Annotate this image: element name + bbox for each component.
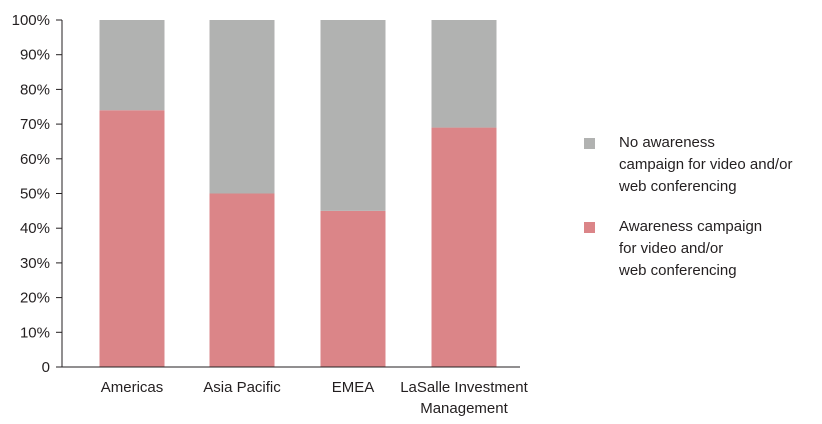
y-tick-label: 60% [20, 151, 50, 168]
bar-awareness-2 [320, 210, 386, 367]
y-tick-label: 40% [20, 220, 50, 237]
y-tick-label: 0 [42, 359, 50, 376]
x-tick-label: LaSalle Investment Management [400, 379, 528, 417]
x-tick-label: Americas [101, 379, 164, 396]
x-axis: Americas Asia Pacific EMEA LaSalle Investme… [62, 366, 529, 417]
y-tick-label: 70% [20, 116, 50, 133]
y-tick-label: 90% [20, 47, 50, 64]
bar-no-awareness-1 [209, 20, 275, 194]
bar-no-awareness-3 [431, 20, 497, 128]
y-tick-label: 100% [12, 12, 50, 29]
bar-no-awareness-2 [320, 20, 386, 211]
y-tick-label: 20% [20, 290, 50, 307]
bars [99, 20, 497, 367]
legend-item-awareness: Awareness campaign for video and/or web … [584, 216, 814, 282]
y-axis: 0 10% 20% 30% 40% 50% 60% 70% 80% 90% 100% [12, 12, 63, 376]
legend-swatch-awareness [584, 222, 595, 233]
bar-no-awareness-0 [99, 20, 165, 111]
legend-item-no-awareness: No awareness campaign for video and/or w… [584, 132, 814, 198]
x-tick-label: Asia Pacific [203, 379, 281, 396]
bar-awareness-1 [209, 193, 275, 367]
legend-label-awareness: Awareness campaign for video and/or web … [619, 218, 763, 279]
legend-label-no-awareness: No awareness campaign for video and/or w… [619, 134, 793, 195]
y-tick-label: 30% [20, 255, 50, 272]
x-tick-label: EMEA [332, 379, 375, 396]
y-tick-label: 80% [20, 81, 50, 98]
bar-awareness-3 [431, 127, 497, 367]
legend: No awareness campaign for video and/or w… [584, 132, 814, 300]
y-tick-label: 10% [20, 324, 50, 341]
bar-awareness-0 [99, 110, 165, 367]
legend-swatch-no-awareness [584, 138, 595, 149]
y-tick-label: 50% [20, 186, 50, 203]
